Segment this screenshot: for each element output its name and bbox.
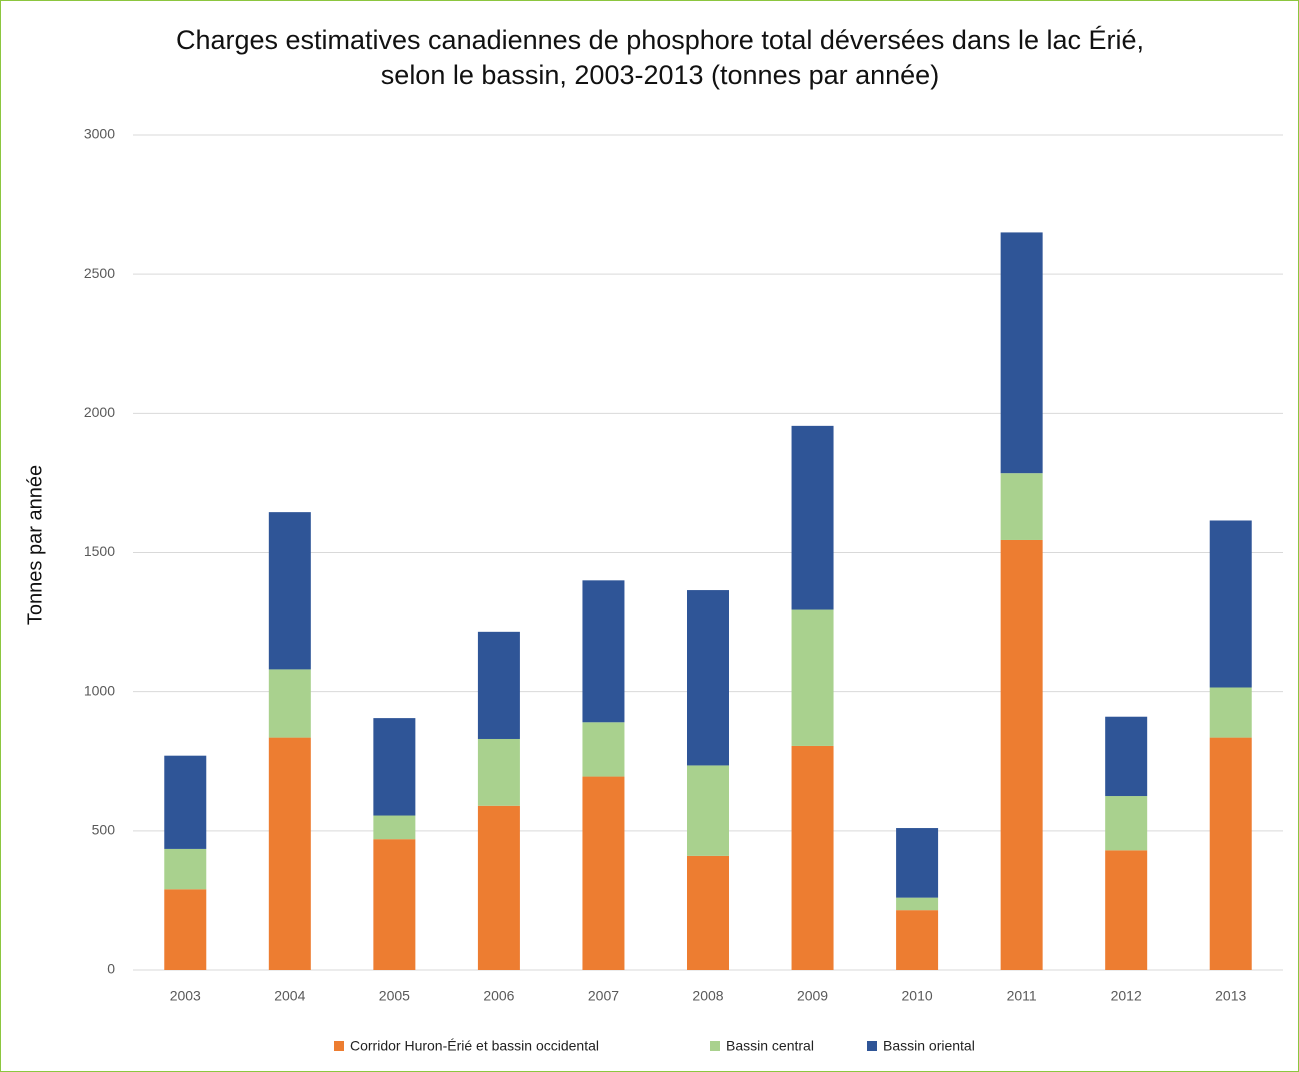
bar-segment [164,848,207,890]
x-tick-label: 2011 [1007,988,1037,1004]
y-axis-title: Tonnes par année [24,465,46,625]
bar-segment [477,738,520,806]
legend-swatch [710,1041,720,1051]
bar-segment [791,745,834,970]
x-tick-label: 2005 [379,988,410,1004]
bar-segment [896,910,939,970]
y-tick-label: 2000 [84,404,115,420]
bar-segment [373,839,416,970]
legend-swatch [867,1041,877,1051]
y-tick-label: 3000 [84,126,115,142]
bar-segment [791,609,834,746]
y-tick-label: 2500 [84,265,115,281]
bar-segment [1105,716,1148,797]
bar-segment [1105,796,1148,851]
bar-segment [1209,687,1252,738]
bar-segment [896,828,939,898]
bar-segment [373,718,416,816]
bar-segment [896,897,939,911]
x-tick-label: 2010 [902,988,933,1004]
bar-segment [687,590,729,766]
bar-segment [477,631,520,739]
x-tick-label: 2004 [274,988,305,1004]
chart-title: selon le bassin, 2003-2013 (tonnes par a… [381,60,939,90]
bar-segment [268,512,311,670]
legend-label: Corridor Huron-Érié et bassin occidental [350,1038,599,1054]
bar-segment [687,765,729,856]
bar-segment [268,669,311,738]
bar-segment [164,755,207,849]
bar-segment [582,580,625,723]
bar-segment [582,776,625,970]
x-tick-label: 2006 [483,988,514,1004]
bar-segment [791,425,834,610]
bar-segment [1209,520,1252,688]
x-tick-label: 2012 [1111,988,1142,1004]
bar-segment [477,805,520,970]
x-tick-label: 2007 [588,988,619,1004]
bar-segment [1105,850,1148,970]
bar-segment [1000,539,1043,970]
bar-segment [1000,232,1043,474]
bar-segment [1209,737,1252,970]
y-tick-label: 0 [107,961,115,977]
bar-segment [1000,473,1043,540]
bar-segment [373,815,416,840]
x-tick-label: 2009 [797,988,828,1004]
y-tick-label: 1500 [84,543,115,559]
y-tick-label: 500 [92,822,116,838]
bar-segment [687,855,729,970]
bar-segment [164,889,207,970]
x-tick-label: 2013 [1215,988,1246,1004]
legend-label: Bassin oriental [883,1038,975,1054]
legend-label: Bassin central [726,1038,814,1054]
x-tick-label: 2003 [170,988,201,1004]
bar-segment [582,722,625,777]
y-tick-label: 1000 [84,682,115,698]
legend-swatch [334,1041,344,1051]
bar-segment [268,737,311,970]
chart-title: Charges estimatives canadiennes de phosp… [176,25,1144,55]
x-tick-label: 2008 [692,988,723,1004]
